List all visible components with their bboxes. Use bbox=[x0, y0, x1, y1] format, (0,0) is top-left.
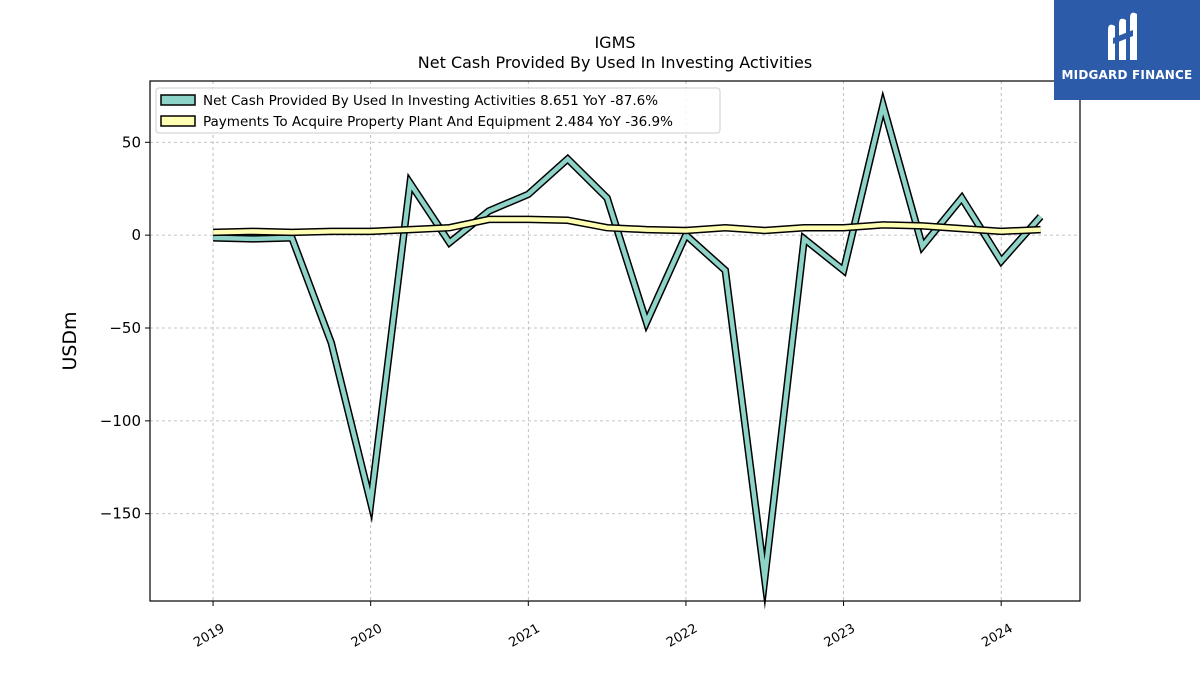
legend-box bbox=[155, 87, 721, 134]
x-tick-label: 2022 bbox=[664, 621, 700, 651]
legend-entry-2[interactable]: Payments To Acquire Property Plant And E… bbox=[203, 114, 673, 130]
x-tick-label: 2023 bbox=[822, 621, 858, 651]
legend-entry-1[interactable]: Net Cash Provided By Used In Investing A… bbox=[203, 93, 658, 109]
x-axis: 2019 2020 2021 2022 2023 2024 bbox=[191, 601, 1016, 651]
legend-swatch bbox=[160, 94, 196, 106]
midgard-logo-icon bbox=[1108, 12, 1137, 61]
grid-lines bbox=[150, 81, 1080, 601]
brand-name: MIDGARD FINANCE bbox=[1061, 68, 1193, 82]
x-tick-label: 2024 bbox=[979, 621, 1015, 651]
y-tick-label: −100 bbox=[100, 412, 141, 430]
y-axis-label: USDm bbox=[59, 311, 81, 370]
legend[interactable]: Net Cash Provided By Used In Investing A… bbox=[155, 87, 721, 134]
series-line-2 bbox=[213, 215, 1041, 237]
plot-frame bbox=[149, 80, 1081, 602]
series-outline bbox=[213, 90, 1044, 610]
y-tick-label: 0 bbox=[131, 226, 141, 244]
y-tick-label: 50 bbox=[122, 133, 141, 151]
series-path bbox=[213, 217, 1041, 235]
y-axis: 50 0 −50 −100 −150 bbox=[100, 133, 150, 523]
chart-title: IGMS bbox=[594, 33, 635, 52]
y-tick-label: −150 bbox=[100, 505, 141, 523]
series-line-1 bbox=[213, 90, 1044, 610]
brand-logo: MIDGARD FINANCE bbox=[1054, 0, 1200, 100]
legend-swatch bbox=[160, 115, 196, 127]
y-tick-label: −50 bbox=[109, 319, 141, 337]
chart-subtitle: Net Cash Provided By Used In Investing A… bbox=[418, 53, 812, 72]
series-path bbox=[213, 96, 1043, 598]
x-tick-label: 2019 bbox=[191, 621, 227, 651]
x-tick-label: 2021 bbox=[506, 621, 542, 651]
series-group bbox=[213, 90, 1044, 610]
x-tick-label: 2020 bbox=[349, 621, 385, 651]
